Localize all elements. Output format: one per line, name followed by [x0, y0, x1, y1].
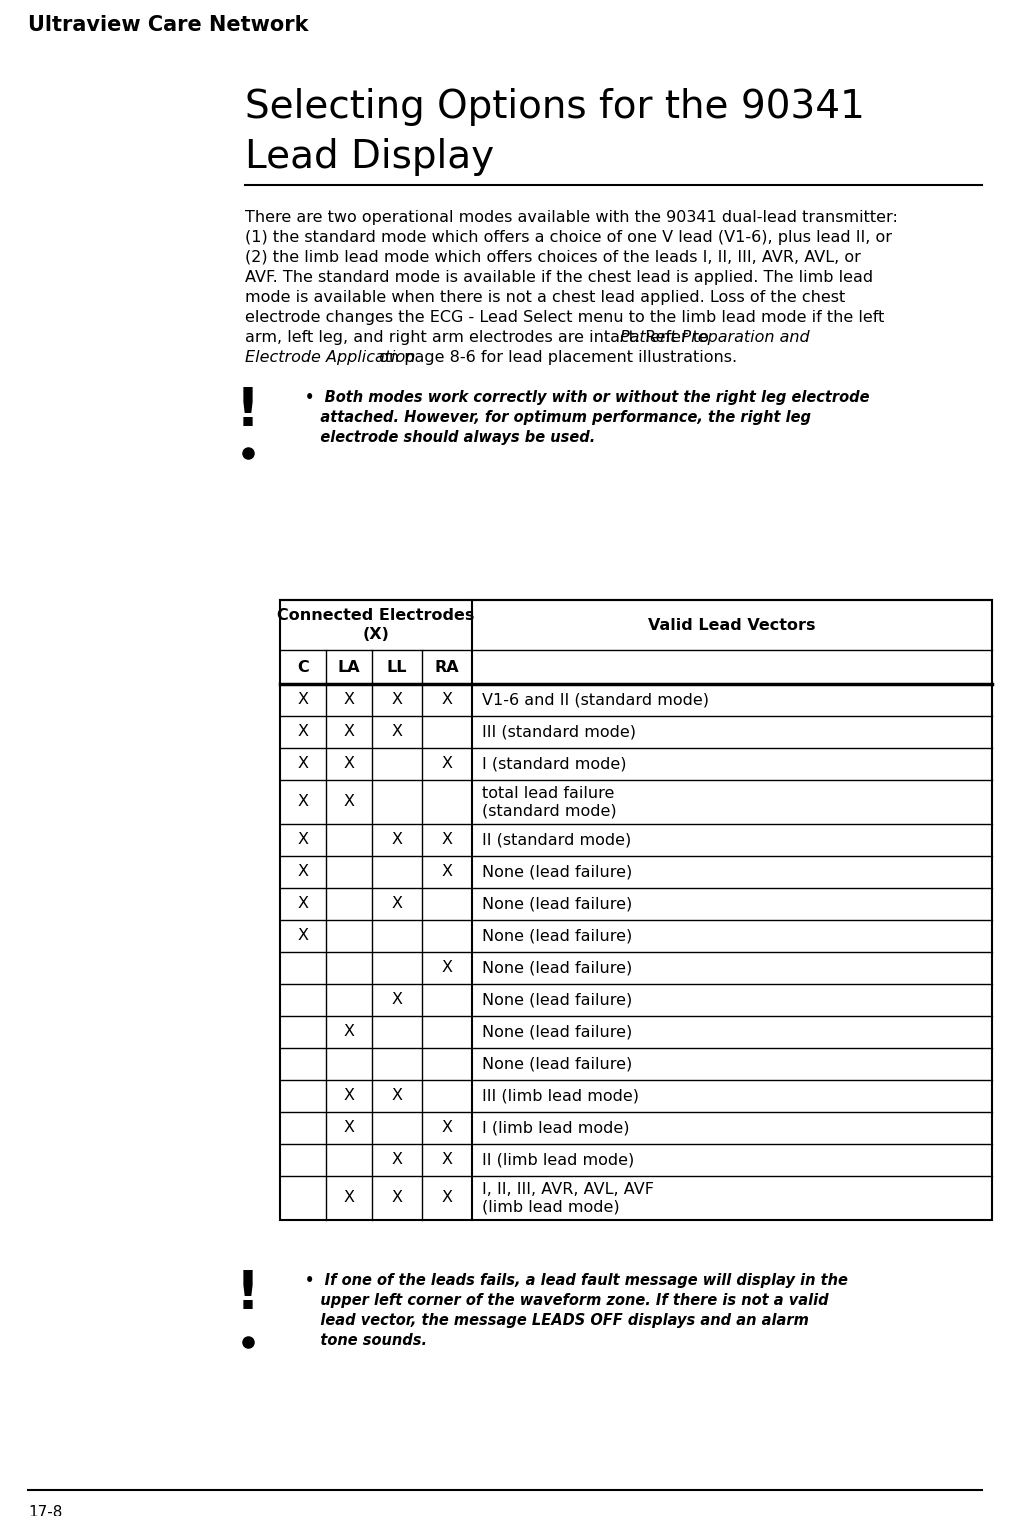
- Text: II (limb lead mode): II (limb lead mode): [481, 1152, 634, 1167]
- Text: Electrode Application: Electrode Application: [245, 350, 415, 365]
- Text: LL: LL: [386, 659, 406, 675]
- Text: X: X: [391, 832, 402, 847]
- Text: I (standard mode): I (standard mode): [481, 756, 626, 772]
- Text: X: X: [297, 896, 308, 911]
- Text: X: X: [441, 864, 452, 879]
- Text: X: X: [343, 693, 354, 708]
- Text: X: X: [343, 725, 354, 740]
- Text: None (lead failure): None (lead failure): [481, 1025, 632, 1040]
- Text: tone sounds.: tone sounds.: [304, 1333, 427, 1348]
- Text: lead vector, the message LEADS OFF displays and an alarm: lead vector, the message LEADS OFF displ…: [304, 1313, 808, 1328]
- Text: I (limb lead mode): I (limb lead mode): [481, 1120, 629, 1135]
- Text: None (lead failure): None (lead failure): [481, 1057, 632, 1072]
- Text: II (standard mode): II (standard mode): [481, 832, 631, 847]
- Text: Valid Lead Vectors: Valid Lead Vectors: [648, 617, 815, 632]
- Text: X: X: [391, 1088, 402, 1104]
- Text: X: X: [343, 756, 354, 772]
- Text: X: X: [441, 832, 452, 847]
- Text: electrode changes the ECG - Lead Select menu to the limb lead mode if the left: electrode changes the ECG - Lead Select …: [245, 309, 884, 324]
- Text: None (lead failure): None (lead failure): [481, 896, 632, 911]
- Text: X: X: [441, 1190, 452, 1205]
- Text: None (lead failure): None (lead failure): [481, 961, 632, 975]
- Text: •  If one of the leads fails, a lead fault message will display in the: • If one of the leads fails, a lead faul…: [304, 1273, 847, 1289]
- Text: X: X: [391, 1190, 402, 1205]
- Text: X: X: [343, 1120, 354, 1135]
- Text: X: X: [391, 693, 402, 708]
- Text: X: X: [391, 725, 402, 740]
- Text: X: X: [297, 928, 308, 943]
- Text: arm, left leg, and right arm electrodes are intact. Refer to: arm, left leg, and right arm electrodes …: [245, 330, 714, 346]
- Text: on page 8-6 for lead placement illustrations.: on page 8-6 for lead placement illustrat…: [374, 350, 737, 365]
- Text: X: X: [343, 1190, 354, 1205]
- Text: AVF. The standard mode is available if the chest lead is applied. The limb lead: AVF. The standard mode is available if t…: [245, 270, 872, 285]
- Text: III (limb lead mode): III (limb lead mode): [481, 1088, 638, 1104]
- Text: X: X: [297, 794, 308, 810]
- Text: X: X: [441, 1120, 452, 1135]
- Text: X: X: [391, 896, 402, 911]
- Text: RA: RA: [435, 659, 459, 675]
- Text: upper left corner of the waveform zone. If there is not a valid: upper left corner of the waveform zone. …: [304, 1293, 828, 1308]
- Text: X: X: [297, 693, 308, 708]
- Text: total lead failure
(standard mode): total lead failure (standard mode): [481, 785, 616, 819]
- Text: X: X: [297, 725, 308, 740]
- Text: Connected Electrodes
(X): Connected Electrodes (X): [277, 608, 474, 641]
- Text: X: X: [441, 1152, 452, 1167]
- Text: mode is available when there is not a chest lead applied. Loss of the chest: mode is available when there is not a ch…: [245, 290, 844, 305]
- Text: (1) the standard mode which offers a choice of one V lead (V1-6), plus lead II, : (1) the standard mode which offers a cho…: [245, 230, 891, 246]
- Text: electrode should always be used.: electrode should always be used.: [304, 431, 594, 446]
- Text: attached. However, for optimum performance, the right leg: attached. However, for optimum performan…: [304, 409, 810, 424]
- Text: X: X: [343, 794, 354, 810]
- Text: X: X: [441, 756, 452, 772]
- Text: None (lead failure): None (lead failure): [481, 864, 632, 879]
- Text: C: C: [297, 659, 308, 675]
- Text: There are two operational modes available with the 90341 dual-lead transmitter:: There are two operational modes availabl…: [245, 211, 897, 224]
- Text: X: X: [441, 693, 452, 708]
- Text: !: !: [236, 1267, 260, 1320]
- Text: X: X: [391, 993, 402, 1008]
- Text: V1-6 and II (standard mode): V1-6 and II (standard mode): [481, 693, 709, 708]
- Text: X: X: [343, 1088, 354, 1104]
- Text: X: X: [441, 961, 452, 975]
- Text: None (lead failure): None (lead failure): [481, 993, 632, 1008]
- Text: Patient Preparation and: Patient Preparation and: [620, 330, 809, 346]
- Text: !: !: [236, 385, 260, 437]
- Text: 17-8: 17-8: [28, 1505, 63, 1516]
- Text: X: X: [297, 832, 308, 847]
- Text: X: X: [343, 1025, 354, 1040]
- Text: •  Both modes work correctly with or without the right leg electrode: • Both modes work correctly with or with…: [304, 390, 868, 405]
- Text: III (standard mode): III (standard mode): [481, 725, 635, 740]
- Text: X: X: [297, 756, 308, 772]
- Text: LA: LA: [338, 659, 360, 675]
- Text: I, II, III, AVR, AVL, AVF
(limb lead mode): I, II, III, AVR, AVL, AVF (limb lead mod…: [481, 1182, 653, 1214]
- Text: Lead Display: Lead Display: [245, 138, 493, 176]
- Text: (2) the limb lead mode which offers choices of the leads I, II, III, AVR, AVL, o: (2) the limb lead mode which offers choi…: [245, 250, 860, 265]
- Text: X: X: [391, 1152, 402, 1167]
- Text: Ultraview Care Network: Ultraview Care Network: [28, 15, 308, 35]
- Text: Selecting Options for the 90341: Selecting Options for the 90341: [245, 88, 864, 126]
- Bar: [280, 600, 991, 1220]
- Text: X: X: [297, 864, 308, 879]
- Text: None (lead failure): None (lead failure): [481, 928, 632, 943]
